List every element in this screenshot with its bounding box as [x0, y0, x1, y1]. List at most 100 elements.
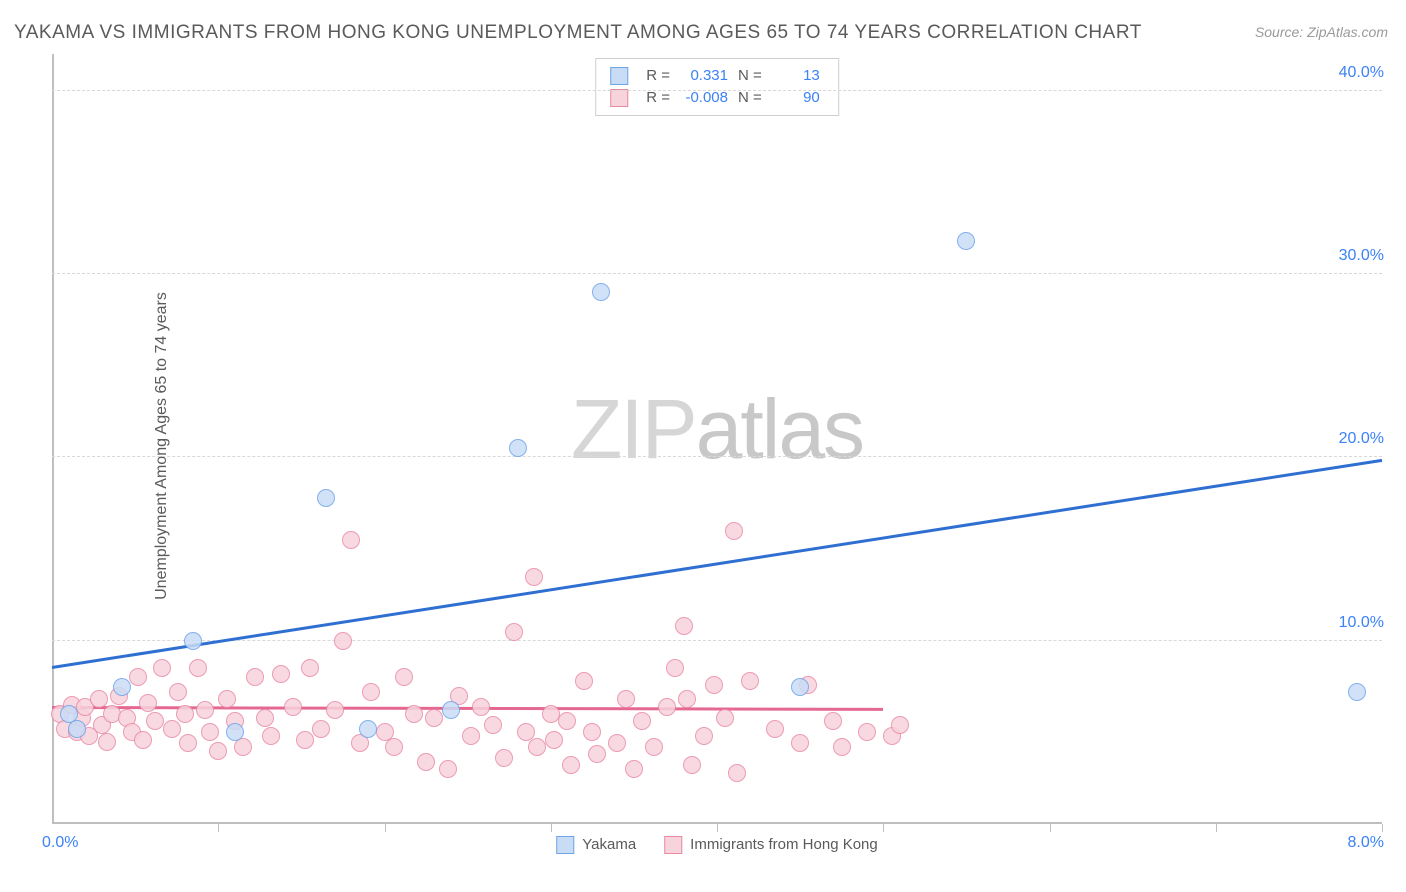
data-point-hk: [134, 731, 152, 749]
data-point-hk: [425, 709, 443, 727]
data-point-hk: [545, 731, 563, 749]
legend-swatch-hk: [610, 89, 628, 107]
data-point-hk: [484, 716, 502, 734]
series-swatch-hk: [664, 836, 682, 854]
data-point-hk: [296, 731, 314, 749]
data-point-hk: [678, 690, 696, 708]
data-point-hk: [439, 760, 457, 778]
data-point-hk: [633, 712, 651, 730]
data-point-hk: [766, 720, 784, 738]
data-point-yakama: [317, 489, 335, 507]
data-point-hk: [362, 683, 380, 701]
legend-row-yakama: R = 0.331 N = 13: [610, 65, 820, 87]
data-point-yakama: [226, 723, 244, 741]
legend-R-value-yakama: 0.331: [680, 65, 728, 87]
data-point-yakama: [791, 678, 809, 696]
data-point-hk: [833, 738, 851, 756]
data-point-hk: [675, 617, 693, 635]
data-point-hk: [525, 568, 543, 586]
data-point-hk: [728, 764, 746, 782]
y-tick-label: 20.0%: [1333, 430, 1384, 448]
data-point-hk: [326, 701, 344, 719]
data-point-hk: [169, 683, 187, 701]
data-point-hk: [395, 668, 413, 686]
data-point-hk: [90, 690, 108, 708]
legend-R-label: R =: [646, 65, 670, 87]
x-tick-mark: [1050, 824, 1051, 832]
data-point-hk: [562, 756, 580, 774]
watermark-zip: ZIP: [571, 382, 696, 476]
x-tick-mark: [551, 824, 552, 832]
data-point-hk: [262, 727, 280, 745]
data-point-hk: [617, 690, 635, 708]
grid-line: [52, 273, 1382, 274]
data-point-yakama: [442, 701, 460, 719]
y-tick-label: 10.0%: [1333, 614, 1384, 632]
data-point-yakama: [957, 232, 975, 250]
data-point-hk: [625, 760, 643, 778]
watermark-atlas: atlas: [696, 382, 863, 476]
data-point-hk: [312, 720, 330, 738]
data-point-hk: [179, 734, 197, 752]
data-point-hk: [246, 668, 264, 686]
data-point-hk: [495, 749, 513, 767]
x-tick-mark: [883, 824, 884, 832]
data-point-hk: [608, 734, 626, 752]
series-legend-yakama: Yakama: [556, 836, 636, 854]
data-point-hk: [824, 712, 842, 730]
data-point-hk: [405, 705, 423, 723]
data-point-hk: [301, 659, 319, 677]
data-point-yakama: [68, 720, 86, 738]
data-point-hk: [588, 745, 606, 763]
source-attribution: Source: ZipAtlas.com: [1255, 24, 1388, 40]
data-point-hk: [462, 727, 480, 745]
series-label-hk: Immigrants from Hong Kong: [690, 836, 878, 853]
data-point-hk: [201, 723, 219, 741]
x-origin-label: 0.0%: [42, 834, 78, 852]
data-point-hk: [666, 659, 684, 677]
data-point-hk: [528, 738, 546, 756]
data-point-hk: [146, 712, 164, 730]
data-point-hk: [741, 672, 759, 690]
data-point-hk: [272, 665, 290, 683]
data-point-hk: [196, 701, 214, 719]
data-point-hk: [163, 720, 181, 738]
data-point-hk: [891, 716, 909, 734]
data-point-yakama: [113, 678, 131, 696]
data-point-hk: [683, 756, 701, 774]
scatter-plot-area: ZIPatlas R = 0.331 N = 13 R = -0.008 N =…: [52, 54, 1382, 824]
data-point-hk: [334, 632, 352, 650]
x-tick-mark: [385, 824, 386, 832]
data-point-yakama: [359, 720, 377, 738]
data-point-yakama: [184, 632, 202, 650]
data-point-hk: [256, 709, 274, 727]
legend-N-value-yakama: 13: [772, 65, 820, 87]
series-label-yakama: Yakama: [582, 836, 636, 853]
data-point-hk: [791, 734, 809, 752]
grid-line: [52, 456, 1382, 457]
data-point-hk: [658, 698, 676, 716]
data-point-hk: [575, 672, 593, 690]
data-point-hk: [129, 668, 147, 686]
data-point-hk: [284, 698, 302, 716]
data-point-hk: [153, 659, 171, 677]
x-tick-mark: [717, 824, 718, 832]
data-point-yakama: [509, 439, 527, 457]
data-point-hk: [385, 738, 403, 756]
x-tick-mark: [1382, 824, 1383, 832]
y-tick-label: 30.0%: [1333, 247, 1384, 265]
data-point-hk: [472, 698, 490, 716]
grid-line: [52, 640, 1382, 641]
data-point-hk: [98, 733, 116, 751]
series-legend: Yakama Immigrants from Hong Kong: [556, 836, 878, 854]
trend-line-yakama: [52, 459, 1382, 669]
data-point-hk: [209, 742, 227, 760]
legend-N-label: N =: [738, 65, 762, 87]
data-point-hk: [645, 738, 663, 756]
x-max-label: 8.0%: [1348, 834, 1384, 852]
legend-swatch-yakama: [610, 67, 628, 85]
data-point-hk: [583, 723, 601, 741]
chart-title: YAKAMA VS IMMIGRANTS FROM HONG KONG UNEM…: [14, 22, 1142, 44]
y-tick-label: 40.0%: [1333, 64, 1384, 82]
watermark: ZIPatlas: [571, 381, 863, 478]
